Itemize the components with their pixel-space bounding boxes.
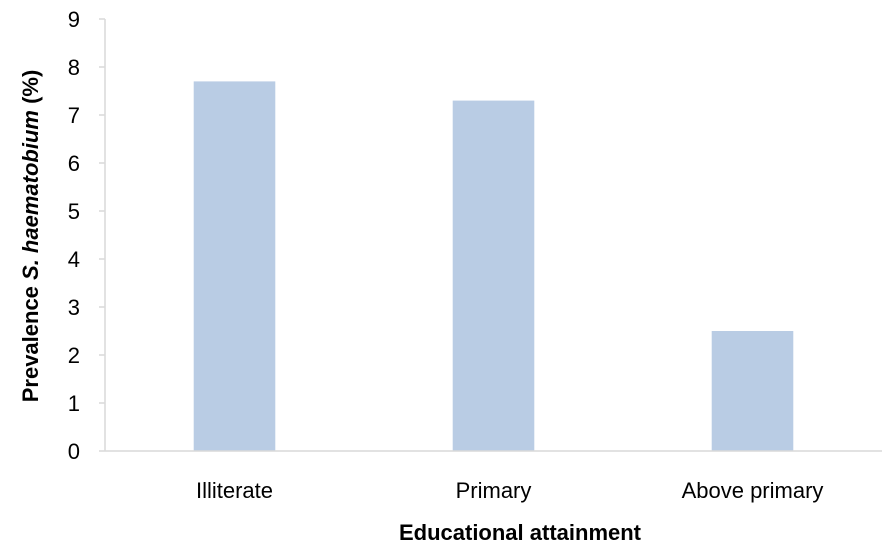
bar-above-primary: [711, 331, 794, 451]
y-tick-label: 2: [68, 343, 80, 368]
y-axis-ticks: 0 1 2 3 4 5 6 7 8 9: [68, 7, 105, 464]
bars: [193, 81, 794, 452]
x-axis-title: Educational attainment: [399, 520, 642, 545]
y-tick-label: 1: [68, 391, 80, 416]
y-tick-label: 8: [68, 55, 80, 80]
x-tick-label: Illiterate: [196, 478, 273, 503]
y-tick-label: 5: [68, 199, 80, 224]
y-axis-title-prefix: Prevalence: [18, 280, 43, 402]
y-tick-label: 6: [68, 151, 80, 176]
y-tick-label: 3: [68, 295, 80, 320]
y-axis-title: Prevalence S. haematobium (%): [18, 70, 43, 403]
y-axis-title-species: S. haematobium: [18, 110, 43, 280]
y-tick-label: 0: [68, 439, 80, 464]
x-tick-label: Primary: [456, 478, 532, 503]
y-tick-label: 9: [68, 7, 80, 32]
x-tick-label: Above primary: [682, 478, 824, 503]
y-tick-label: 7: [68, 103, 80, 128]
bar-primary: [452, 100, 535, 451]
y-axis-title-suffix: (%): [18, 70, 43, 110]
y-tick-label: 4: [68, 247, 80, 272]
bar-illiterate: [193, 81, 276, 452]
x-axis-ticks: Illiterate Primary Above primary: [196, 478, 823, 503]
